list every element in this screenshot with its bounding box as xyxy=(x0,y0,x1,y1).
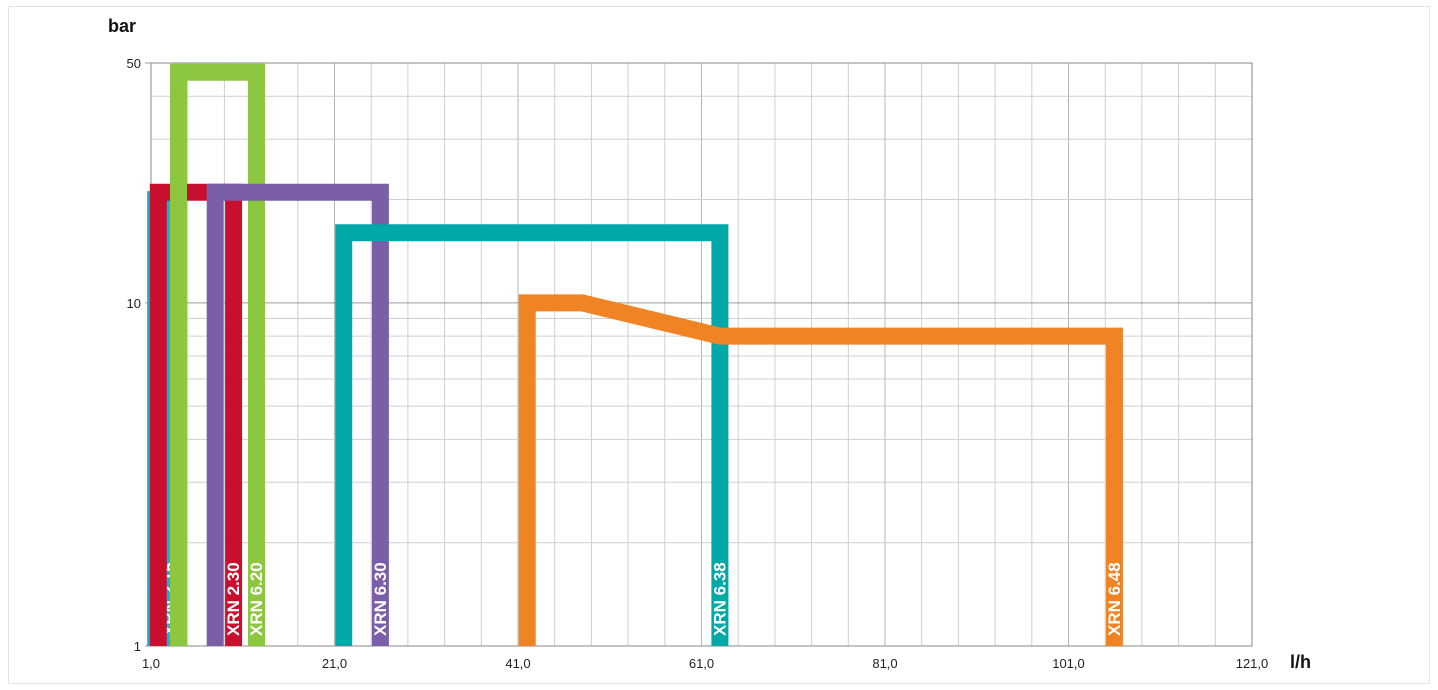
x-tick-label: 21,0 xyxy=(322,656,347,671)
tick-labels: 1,0 21,0 41,0 61,0 81,0 101,0 121,0 1 10 50 xyxy=(127,56,1269,671)
series-label: XRN 6.48 xyxy=(1105,562,1124,636)
series-line xyxy=(149,183,243,646)
x-axis-title: l/h xyxy=(1290,652,1311,672)
y-tick-label: 10 xyxy=(127,296,141,311)
series-label: XRN 6.20 xyxy=(247,562,266,636)
series-line xyxy=(335,224,729,646)
series-xrn-6-30: XRN 6.30 xyxy=(206,183,390,646)
series-xrn-2-30: XRN 2.30 xyxy=(149,183,243,646)
grid xyxy=(145,62,1253,647)
x-tick-label: 41,0 xyxy=(505,656,530,671)
series-label: XRN 6.38 xyxy=(710,562,729,636)
series-xrn-6-48: XRN 6.48 xyxy=(518,294,1124,646)
series-label: XRN 6.30 xyxy=(371,562,390,636)
series-label: XRN 2.30 xyxy=(224,562,243,636)
series-xrn-6-38: XRN 6.38 xyxy=(335,224,729,646)
series-line xyxy=(206,183,389,646)
y-axis-title: bar xyxy=(108,16,136,36)
series-line xyxy=(170,63,265,646)
series-layer: XRN 2.15 XRN 2.30 XRN 6.20 XRN 6.30 XRN 6.38… xyxy=(147,63,1124,646)
series-line xyxy=(518,294,1123,646)
x-tick-label: 121,0 xyxy=(1236,656,1269,671)
y-tick-label: 50 xyxy=(127,56,141,71)
x-tick-label: 61,0 xyxy=(689,656,714,671)
chart-frame xyxy=(8,6,1430,684)
x-tick-label: 1,0 xyxy=(142,656,160,671)
series-xrn-6-20: XRN 6.20 xyxy=(170,63,266,646)
x-tick-label: 81,0 xyxy=(872,656,897,671)
x-tick-label: 101,0 xyxy=(1052,656,1085,671)
y-tick-label: 1 xyxy=(134,639,141,654)
